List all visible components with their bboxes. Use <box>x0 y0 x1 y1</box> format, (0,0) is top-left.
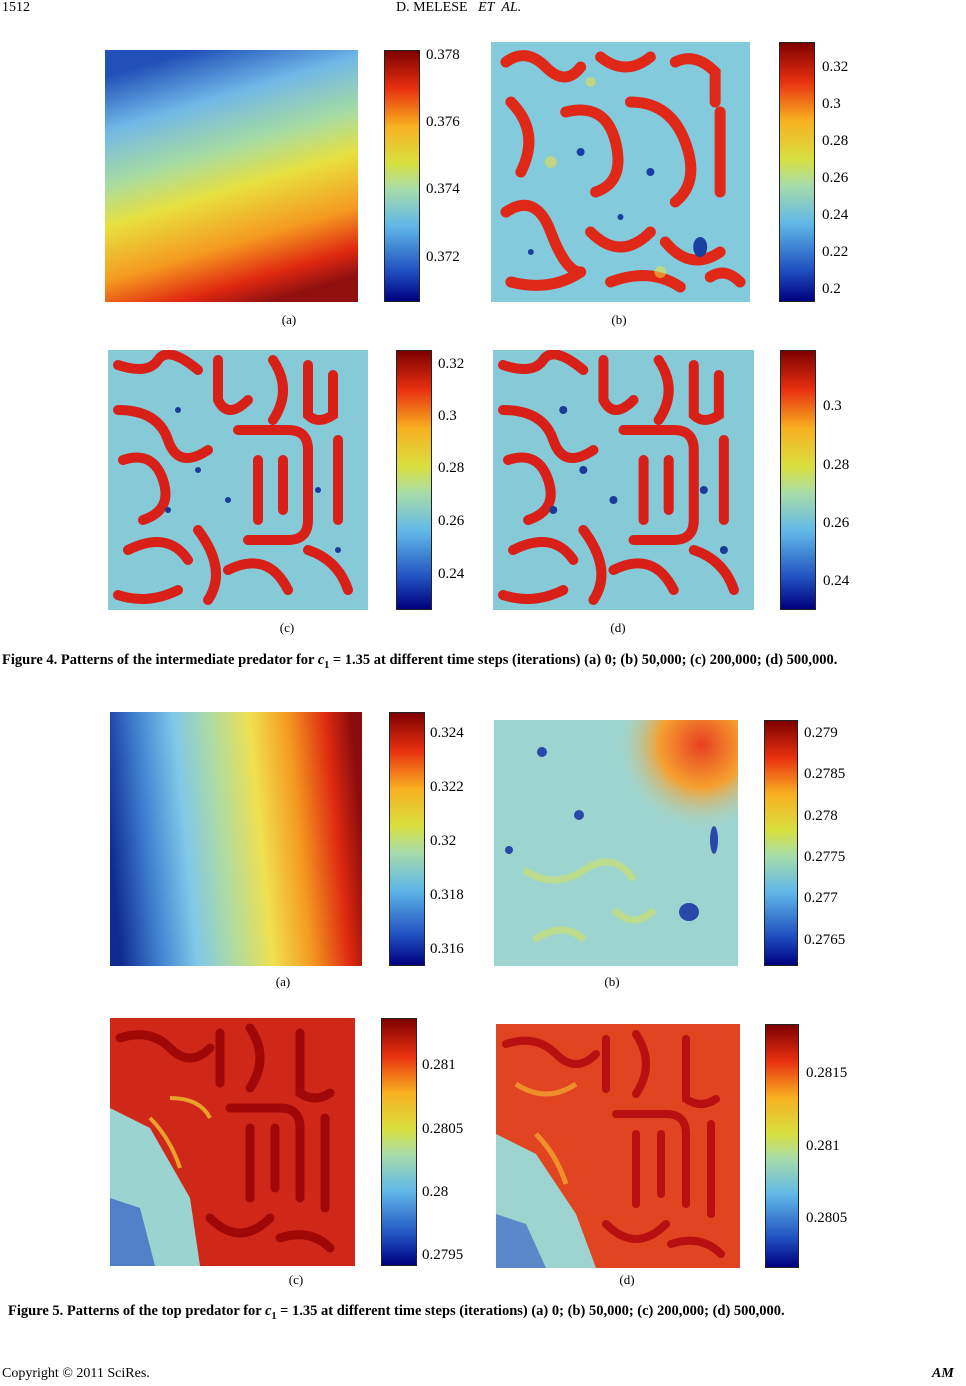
tick-label: 0.32 <box>430 833 457 849</box>
copyright: Copyright © 2011 SciRes. <box>2 1366 150 1381</box>
tick-label: 0.32 <box>438 356 465 372</box>
tick-label: 0.376 <box>426 114 460 130</box>
running-head: D. MELESE ET AL. <box>396 0 521 16</box>
author-al: AL. <box>501 0 522 15</box>
fig4-label-a: (a) <box>281 312 297 327</box>
tick-label: 0.3 <box>822 96 841 112</box>
tick-label: 0.316 <box>430 941 464 957</box>
tick-label: 0.24 <box>822 207 849 223</box>
fig5-panel-b <box>494 720 738 966</box>
tick-label: 0.279 <box>804 725 838 741</box>
fig5-label-a: (a) <box>275 974 291 989</box>
journal-abbrev: AM <box>932 1366 954 1381</box>
fig4-colorbar-b <box>779 42 815 302</box>
tick-label: 0.28 <box>823 457 850 473</box>
caption-sub: 1 <box>271 1310 277 1322</box>
caption-text: = 1.35 at different time steps (iteratio… <box>276 1303 785 1319</box>
fig4-label-c: (c) <box>279 620 295 635</box>
tick-label: 0.3 <box>438 408 457 424</box>
caption-text: Figure 5. Patterns of the top predator f… <box>8 1303 266 1319</box>
tick-label: 0.26 <box>823 515 850 531</box>
fig4-panel-a <box>105 50 358 302</box>
fig5-panel-d <box>496 1024 740 1268</box>
caption-text: Figure 4. Patterns of the intermediate p… <box>2 652 318 668</box>
fig5-colorbar-b <box>764 720 798 966</box>
tick-label: 0.324 <box>430 725 464 741</box>
figure-5-caption: Figure 5. Patterns of the top predator f… <box>8 1302 963 1326</box>
author-et: ET <box>478 0 495 15</box>
tick-label: 0.24 <box>823 573 850 589</box>
tick-label: 0.322 <box>430 779 464 795</box>
fig5-label-b: (b) <box>604 974 620 989</box>
caption-var: c <box>265 1303 272 1319</box>
tick-label: 0.28 <box>438 460 465 476</box>
fig4-colorbar-a <box>384 50 420 302</box>
tick-label: 0.24 <box>438 566 465 582</box>
tick-label: 0.2775 <box>804 849 846 865</box>
tick-label: 0.32 <box>822 59 849 75</box>
caption-text: = 1.35 at different time steps (iteratio… <box>329 652 838 668</box>
fig4-panel-b <box>491 42 750 302</box>
tick-label: 0.281 <box>422 1057 456 1073</box>
tick-label: 0.26 <box>438 513 465 529</box>
figure-4-caption: Figure 4. Patterns of the intermediate p… <box>2 651 962 675</box>
tick-label: 0.2 <box>822 281 841 297</box>
fig4-panel-c <box>108 350 368 610</box>
fig4-colorbar-d <box>780 350 816 610</box>
tick-label: 0.2795 <box>422 1247 464 1263</box>
tick-label: 0.374 <box>426 181 460 197</box>
fig4-panel-d <box>493 350 754 610</box>
tick-label: 0.22 <box>822 244 849 260</box>
caption-var: c <box>317 652 325 668</box>
tick-label: 0.378 <box>426 47 460 63</box>
author-name: D. MELESE <box>396 0 468 15</box>
fig5-label-d: (d) <box>619 1272 635 1287</box>
fig4-label-b: (b) <box>611 312 627 327</box>
fig5-panel-a <box>110 712 362 966</box>
tick-label: 0.281 <box>806 1138 840 1154</box>
tick-label: 0.2805 <box>422 1121 464 1137</box>
fig5-colorbar-d <box>765 1024 799 1268</box>
fig4-label-d: (d) <box>610 620 626 635</box>
fig5-panel-c <box>110 1018 355 1266</box>
tick-label: 0.278 <box>804 808 838 824</box>
tick-label: 0.277 <box>804 890 838 906</box>
tick-label: 0.2805 <box>806 1210 848 1226</box>
tick-label: 0.28 <box>422 1184 449 1200</box>
page-number: 1512 <box>2 0 30 15</box>
tick-label: 0.26 <box>822 170 849 186</box>
tick-label: 0.318 <box>430 887 464 903</box>
caption-sub: 1 <box>324 659 330 671</box>
fig4-colorbar-c <box>396 350 432 610</box>
tick-label: 0.372 <box>426 249 460 265</box>
fig5-colorbar-c <box>381 1018 417 1266</box>
tick-label: 0.3 <box>823 398 842 414</box>
tick-label: 0.2765 <box>804 932 846 948</box>
tick-label: 0.28 <box>822 133 849 149</box>
fig5-colorbar-a <box>389 712 425 966</box>
fig5-label-c: (c) <box>288 1272 304 1287</box>
tick-label: 0.2785 <box>804 766 846 782</box>
tick-label: 0.2815 <box>806 1065 848 1081</box>
